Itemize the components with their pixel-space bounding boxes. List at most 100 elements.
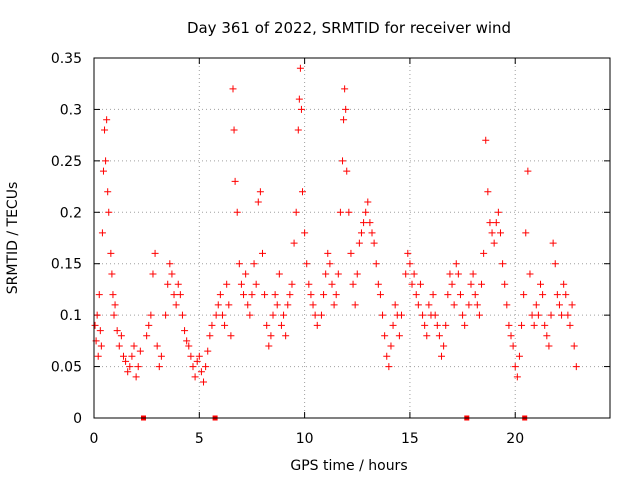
data-point bbox=[486, 219, 494, 227]
data-point bbox=[541, 321, 549, 329]
data-point bbox=[342, 105, 350, 113]
data-point bbox=[404, 249, 412, 257]
data-point bbox=[164, 280, 172, 288]
data-point bbox=[442, 321, 450, 329]
data-point bbox=[547, 311, 555, 319]
data-point bbox=[301, 229, 309, 237]
data-point bbox=[282, 332, 290, 340]
data-point bbox=[459, 311, 467, 319]
data-point bbox=[364, 198, 372, 206]
data-point bbox=[501, 280, 509, 288]
data-point bbox=[448, 280, 456, 288]
data-point bbox=[103, 116, 111, 124]
data-point bbox=[366, 219, 374, 227]
data-point bbox=[549, 239, 557, 247]
data-point bbox=[313, 321, 321, 329]
data-point bbox=[311, 311, 319, 319]
data-point bbox=[372, 260, 380, 268]
data-point bbox=[223, 280, 231, 288]
data-point bbox=[143, 332, 151, 340]
data-point bbox=[162, 311, 170, 319]
data-point bbox=[357, 229, 365, 237]
x-axis-label: GPS time / hours bbox=[290, 458, 407, 474]
data-point bbox=[570, 342, 578, 350]
data-point bbox=[197, 368, 205, 376]
data-point bbox=[271, 291, 279, 299]
x-tick-label: 20 bbox=[506, 431, 524, 447]
data-point bbox=[326, 260, 334, 268]
data-point bbox=[254, 198, 262, 206]
data-point bbox=[543, 332, 551, 340]
data-point bbox=[429, 291, 437, 299]
data-point bbox=[132, 373, 140, 381]
data-point bbox=[147, 311, 155, 319]
data-point bbox=[185, 342, 193, 350]
data-point bbox=[395, 332, 403, 340]
y-tick-label: 0.3 bbox=[60, 102, 82, 118]
data-point bbox=[553, 291, 561, 299]
data-point bbox=[126, 363, 134, 371]
data-point bbox=[387, 342, 395, 350]
data-point bbox=[233, 208, 241, 216]
data-point bbox=[225, 301, 233, 309]
data-point bbox=[250, 260, 258, 268]
data-point bbox=[360, 219, 368, 227]
data-point bbox=[496, 229, 504, 237]
data-point bbox=[408, 280, 416, 288]
data-point bbox=[499, 260, 507, 268]
x-tick-label: 0 bbox=[90, 431, 99, 447]
data-point bbox=[128, 352, 136, 360]
data-point bbox=[545, 342, 553, 350]
data-point bbox=[104, 188, 112, 196]
data-point bbox=[438, 352, 446, 360]
data-point bbox=[505, 321, 513, 329]
data-point bbox=[381, 332, 389, 340]
data-point bbox=[480, 249, 488, 257]
data-point bbox=[446, 270, 454, 278]
y-tick-label: 0.05 bbox=[51, 360, 82, 376]
data-point bbox=[526, 270, 534, 278]
data-point bbox=[347, 249, 355, 257]
x-tick-label: 5 bbox=[195, 431, 204, 447]
data-point bbox=[322, 270, 330, 278]
data-point bbox=[130, 342, 138, 350]
data-point bbox=[107, 249, 115, 257]
data-point bbox=[174, 280, 182, 288]
data-point bbox=[149, 270, 157, 278]
data-point bbox=[193, 357, 201, 365]
data-point bbox=[256, 188, 264, 196]
data-point bbox=[370, 239, 378, 247]
axis-ticks: 0 0.05 0.1 0.15 0.2 0.25 0.3 0.35 0 5 10 15 20 bbox=[51, 51, 610, 447]
data-point bbox=[294, 126, 302, 134]
data-point bbox=[340, 116, 348, 124]
data-point bbox=[252, 280, 260, 288]
x-tick-label: 15 bbox=[401, 431, 419, 447]
data-point bbox=[368, 229, 376, 237]
data-point bbox=[111, 301, 119, 309]
data-point bbox=[168, 270, 176, 278]
data-point bbox=[284, 301, 292, 309]
data-point bbox=[230, 126, 238, 134]
data-point bbox=[530, 321, 538, 329]
data-point bbox=[91, 321, 99, 329]
data-point bbox=[379, 311, 387, 319]
data-point bbox=[494, 208, 502, 216]
data-point bbox=[280, 311, 288, 319]
data-point bbox=[157, 352, 165, 360]
y-tick-label: 0.25 bbox=[51, 154, 82, 170]
data-point bbox=[421, 321, 429, 329]
data-point bbox=[551, 260, 559, 268]
data-point bbox=[235, 260, 243, 268]
data-point bbox=[520, 291, 528, 299]
data-point bbox=[263, 321, 271, 329]
data-point bbox=[467, 280, 475, 288]
data-point bbox=[362, 208, 370, 216]
data-point bbox=[320, 291, 328, 299]
data-point bbox=[288, 280, 296, 288]
data-point bbox=[410, 270, 418, 278]
data-point bbox=[568, 301, 576, 309]
data-point bbox=[170, 291, 178, 299]
data-point bbox=[465, 301, 473, 309]
data-point bbox=[183, 337, 191, 345]
